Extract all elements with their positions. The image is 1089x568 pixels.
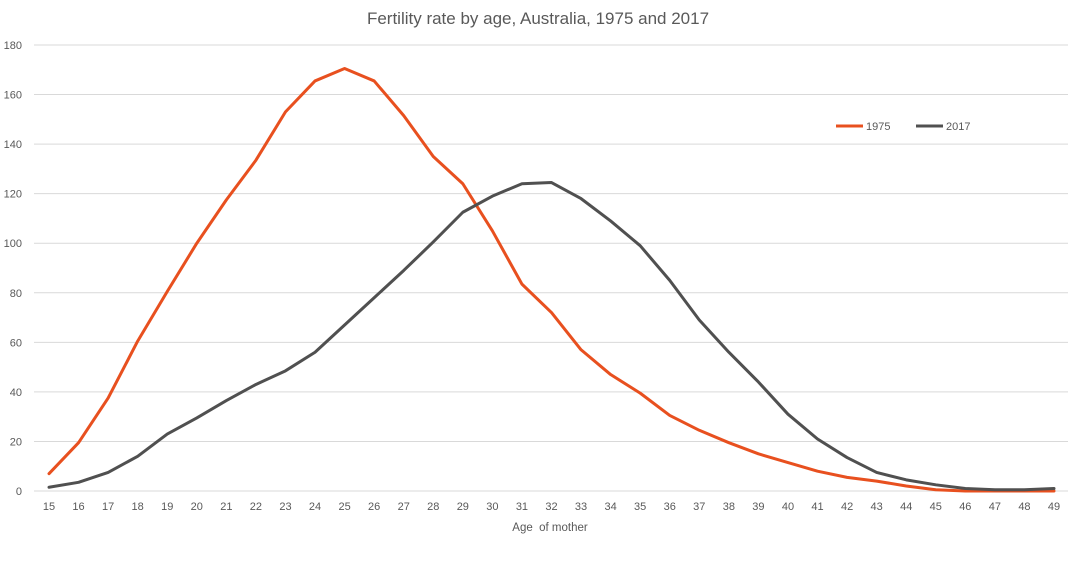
x-tick-label: 48	[1018, 501, 1030, 513]
y-tick-label: 40	[10, 387, 22, 399]
x-tick-label: 30	[486, 501, 498, 513]
x-tick-label: 31	[516, 501, 528, 513]
x-tick-label: 24	[309, 501, 321, 513]
x-tick-label: 38	[723, 501, 735, 513]
y-tick-label: 60	[10, 337, 22, 349]
y-tick-label: 160	[4, 90, 22, 102]
x-tick-label: 47	[989, 501, 1001, 513]
y-tick-label: 80	[10, 288, 22, 300]
y-tick-label: 120	[4, 189, 22, 201]
series-line-2017	[47, 181, 1056, 492]
x-tick-label: 19	[161, 501, 173, 513]
y-tick-label: 140	[4, 139, 22, 151]
gridlines	[34, 44, 1068, 492]
x-tick-label: 33	[575, 501, 587, 513]
x-tick-label: 20	[191, 501, 203, 513]
x-tick-label: 22	[250, 501, 262, 513]
x-tick-label: 49	[1048, 501, 1060, 513]
legend-label-2017: 2017	[946, 121, 970, 133]
x-tick-label: 17	[102, 501, 114, 513]
x-tick-label: 36	[664, 501, 676, 513]
y-axis-ticks: 0 20 40 60 80 100 120 140 160 180	[4, 40, 22, 498]
series-lines	[47, 67, 1056, 493]
y-tick-label: 20	[10, 436, 22, 448]
x-tick-label: 25	[338, 501, 350, 513]
x-axis-label: Age of mother	[512, 522, 588, 534]
y-tick-label: 0	[16, 486, 22, 498]
x-tick-label: 46	[959, 501, 971, 513]
x-tick-label: 26	[368, 501, 380, 513]
x-tick-label: 41	[811, 501, 823, 513]
x-tick-label: 45	[930, 501, 942, 513]
x-tick-label: 18	[132, 501, 144, 513]
x-tick-label: 37	[693, 501, 705, 513]
x-tick-label: 40	[782, 501, 794, 513]
x-tick-label: 39	[752, 501, 764, 513]
x-tick-label: 27	[398, 501, 410, 513]
x-tick-label: 29	[457, 501, 469, 513]
x-tick-label: 15	[43, 501, 55, 513]
legend: 1975 2017	[836, 121, 970, 133]
x-tick-label: 43	[871, 501, 883, 513]
x-tick-label: 32	[545, 501, 557, 513]
x-tick-label: 16	[72, 501, 84, 513]
y-tick-label: 180	[4, 40, 22, 52]
legend-label-1975: 1975	[866, 121, 890, 133]
x-tick-label: 42	[841, 501, 853, 513]
x-tick-label: 23	[279, 501, 291, 513]
x-tick-label: 35	[634, 501, 646, 513]
x-tick-label: 34	[604, 501, 616, 513]
series-line-1975	[47, 67, 1056, 493]
chart-title: Fertility rate by age, Australia, 1975 a…	[367, 9, 709, 28]
x-tick-label: 44	[900, 501, 912, 513]
x-tick-label: 28	[427, 501, 439, 513]
y-tick-label: 100	[4, 238, 22, 250]
x-tick-label: 21	[220, 501, 232, 513]
x-axis-ticks: 15 16 17 18 19 20 21 22 23 24 25 26 27 28 29 30 31 32 33 34…	[43, 501, 1060, 513]
